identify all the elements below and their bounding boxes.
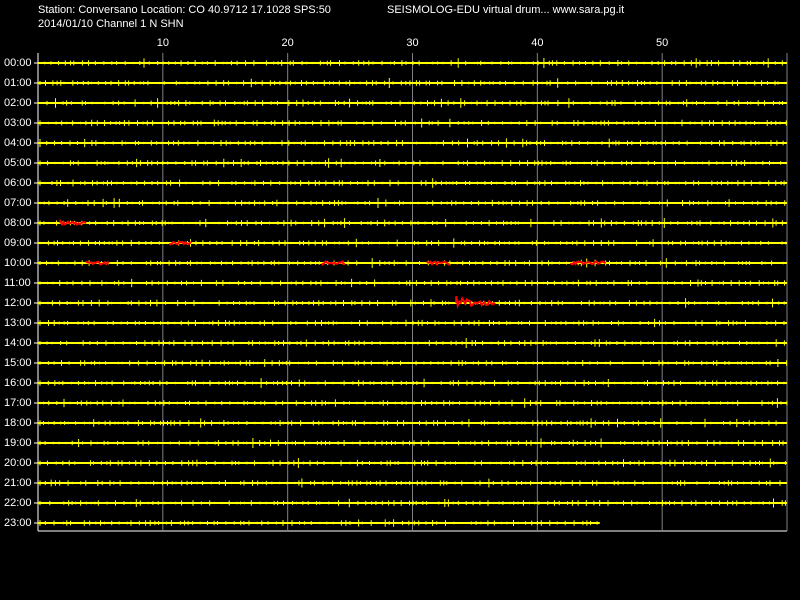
row-label: 21:00 bbox=[4, 477, 32, 489]
seismic-event bbox=[169, 240, 192, 246]
trace-noise bbox=[39, 118, 787, 128]
x-tick-label: 30 bbox=[406, 37, 418, 49]
row-label: 11:00 bbox=[4, 277, 31, 289]
trace-noise bbox=[39, 78, 785, 88]
row-label: 02:00 bbox=[4, 97, 32, 109]
trace-noise bbox=[39, 318, 785, 328]
trace-noise bbox=[39, 218, 783, 228]
trace-noise bbox=[39, 398, 788, 408]
row-label: 09:00 bbox=[4, 237, 32, 249]
row-label: 18:00 bbox=[4, 417, 32, 429]
trace-noise bbox=[39, 519, 598, 527]
trace-noise bbox=[39, 338, 785, 348]
trace-noise bbox=[39, 158, 787, 168]
trace-noise bbox=[39, 359, 788, 367]
trace-noise bbox=[39, 278, 785, 288]
row-label: 13:00 bbox=[4, 317, 32, 329]
x-tick-label: 10 bbox=[157, 37, 169, 49]
x-tick-label: 40 bbox=[531, 37, 543, 49]
trace-noise bbox=[39, 178, 785, 188]
trace-noise bbox=[39, 198, 786, 208]
row-label: 19:00 bbox=[4, 437, 32, 449]
row-label: 03:00 bbox=[4, 117, 32, 129]
row-label: 22:00 bbox=[4, 497, 32, 509]
trace-noise bbox=[39, 498, 786, 508]
trace-noise bbox=[39, 418, 784, 428]
row-label: 12:00 bbox=[4, 297, 32, 309]
row-label: 10:00 bbox=[4, 257, 32, 269]
trace-noise bbox=[39, 58, 783, 68]
row-label: 07:00 bbox=[4, 197, 32, 209]
seismic-event bbox=[426, 260, 450, 267]
trace-noise bbox=[39, 98, 783, 108]
row-label: 16:00 bbox=[4, 377, 32, 389]
seismic-event bbox=[321, 260, 346, 267]
trace-noise bbox=[39, 238, 787, 248]
chart-title: Station: Conversano Location: CO 40.9712… bbox=[38, 4, 331, 16]
trace-noise bbox=[39, 378, 785, 388]
row-label: 04:00 bbox=[4, 137, 32, 149]
row-label: 23:00 bbox=[4, 517, 32, 529]
seismic-event bbox=[59, 218, 87, 227]
seismic-event bbox=[569, 260, 607, 266]
row-label: 17:00 bbox=[4, 397, 32, 409]
row-label: 05:00 bbox=[4, 157, 32, 169]
row-label: 06:00 bbox=[4, 177, 32, 189]
seismic-event bbox=[85, 260, 110, 266]
x-tick-label: 50 bbox=[656, 37, 668, 49]
trace-noise bbox=[39, 258, 784, 268]
row-label: 14:00 bbox=[4, 337, 32, 349]
row-label: 20:00 bbox=[4, 457, 32, 469]
trace-noise bbox=[39, 138, 784, 148]
chart-subtitle: SEISMOLOG-EDU virtual drum... www.sara.p… bbox=[387, 4, 624, 16]
row-label: 01:00 bbox=[4, 77, 32, 89]
trace-noise bbox=[39, 438, 784, 448]
trace-noise bbox=[39, 458, 786, 468]
x-tick-label: 20 bbox=[282, 37, 294, 49]
row-label: 00:00 bbox=[4, 57, 32, 69]
row-label: 08:00 bbox=[4, 217, 32, 229]
chart-caption: 2014/01/10 Channel 1 N SHN bbox=[38, 18, 184, 30]
row-label: 15:00 bbox=[4, 357, 32, 369]
seismic-event bbox=[455, 296, 496, 309]
trace-noise bbox=[39, 478, 781, 488]
